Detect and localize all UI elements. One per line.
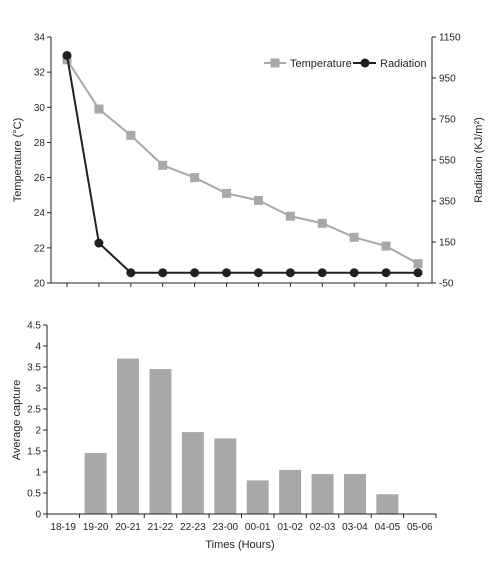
top-left-tick-label: 24 [34, 208, 46, 219]
capture-bar [279, 469, 302, 514]
top-left-tick-label: 28 [34, 138, 46, 149]
temperature-point [190, 173, 200, 183]
radiation-point [413, 268, 423, 278]
temperature-point [349, 232, 359, 242]
radiation-point [222, 268, 232, 278]
bottom-y-tick-label: 3 [35, 384, 41, 395]
bottom-x-tick-label: 04-05 [375, 522, 401, 533]
bottom-x-tick-label: 21-22 [148, 522, 174, 533]
bottom-x-tick-label: 23-00 [213, 522, 239, 533]
bottom-y-tick-label: 0.5 [27, 489, 41, 500]
bottom-y-tick-label: 2 [35, 426, 41, 437]
top-right-tick-label: -50 [439, 279, 454, 290]
radiation-line [66, 55, 418, 274]
bottom-x-tick-label: 01-02 [277, 522, 303, 533]
radiation-point [158, 268, 168, 278]
top-left-tick-label: 20 [34, 279, 46, 290]
bottom-y-tick-label: 0 [35, 510, 41, 521]
radiation-point [126, 268, 136, 278]
legend: Temperature Radiation [264, 58, 426, 70]
top-right-tick-label: 750 [439, 115, 456, 126]
capture-bar [117, 358, 140, 514]
top-left-tick-label: 30 [34, 103, 46, 114]
temperature-point [317, 218, 327, 228]
top-left-tick-label: 26 [34, 173, 46, 184]
bottom-x-tick-label: 22-23 [180, 522, 206, 533]
temperature-point [126, 130, 136, 140]
capture-bar [376, 494, 399, 514]
capture-bar [343, 474, 366, 514]
bottom-x-tick-label: 20-21 [115, 522, 141, 533]
radiation-point [62, 50, 72, 60]
legend-radiation-marker [360, 58, 370, 68]
temperature-radiation-chart: 20 22 24 26 28 30 32 34 -50 150 350 550 750 950 1150 T… [12, 33, 485, 290]
bottom-x-tick-label: 19-20 [83, 522, 109, 533]
radiation-point [190, 268, 200, 278]
capture-bar [311, 474, 334, 514]
bottom-x-tick-label: 18-19 [50, 522, 76, 533]
radiation-point [285, 268, 295, 278]
capture-bar [181, 432, 204, 514]
temperature-point [381, 241, 391, 251]
bottom-y-axis-title: Average capture [11, 380, 23, 461]
bottom-y-tick-label: 4.5 [27, 321, 41, 332]
bottom-chart-bars [84, 358, 399, 514]
legend-temperature-marker [270, 58, 280, 68]
radiation-point [381, 268, 391, 278]
temperature-point [413, 259, 423, 269]
bottom-x-axis-title: Times (Hours) [205, 539, 274, 551]
average-capture-chart: 0 0.5 1 1.5 2 2.5 3 3.5 4 4.5 18-19 19-20 20-21 21-22… [11, 321, 437, 551]
top-chart-axes: 20 22 24 26 28 30 32 34 -50 150 350 550 750 950 1150 [34, 33, 461, 290]
bottom-y-tick-label: 4 [35, 342, 41, 353]
top-left-axis-title: Temperature (°C) [12, 118, 24, 202]
capture-bar [84, 453, 107, 514]
bottom-x-tick-label: 03-04 [342, 522, 368, 533]
capture-bar [246, 480, 269, 514]
temperature-point [158, 160, 168, 170]
top-left-tick-label: 22 [34, 243, 46, 254]
temperature-point [253, 195, 263, 205]
top-right-tick-label: 950 [439, 74, 456, 85]
top-right-tick-label: 550 [439, 156, 456, 167]
bottom-x-tick-label: 00-01 [245, 522, 271, 533]
bottom-y-tick-label: 3.5 [27, 363, 41, 374]
capture-bar [214, 438, 237, 514]
bottom-y-tick-label: 1.5 [27, 447, 41, 458]
top-right-tick-label: 150 [439, 238, 456, 249]
bottom-y-tick-label: 2.5 [27, 405, 41, 416]
top-left-tick-label: 34 [34, 33, 46, 44]
temperature-point [285, 211, 295, 221]
bottom-y-tick-label: 1 [35, 468, 41, 479]
top-right-tick-label: 350 [439, 197, 456, 208]
legend-temperature-label: Temperature [290, 58, 352, 70]
radiation-point [317, 268, 327, 278]
capture-bar [149, 369, 172, 514]
radiation-point [349, 268, 359, 278]
bottom-chart-axes: 0 0.5 1 1.5 2 2.5 3 3.5 4 4.5 18-19 19-20 20-21 21-22… [27, 321, 437, 533]
top-left-tick-label: 32 [34, 68, 46, 79]
temperature-line [66, 59, 419, 265]
bottom-x-tick-label: 02-03 [310, 522, 336, 533]
radiation-point [94, 238, 104, 248]
top-chart-series [62, 50, 423, 278]
bottom-x-tick-label: 05-06 [407, 522, 433, 533]
top-right-tick-label: 1150 [439, 33, 461, 44]
temperature-point [222, 188, 232, 198]
radiation-point [253, 268, 263, 278]
top-right-axis-title: Radiation (KJ/m²) [473, 117, 485, 203]
temperature-point [94, 104, 104, 114]
legend-radiation-label: Radiation [380, 58, 426, 70]
